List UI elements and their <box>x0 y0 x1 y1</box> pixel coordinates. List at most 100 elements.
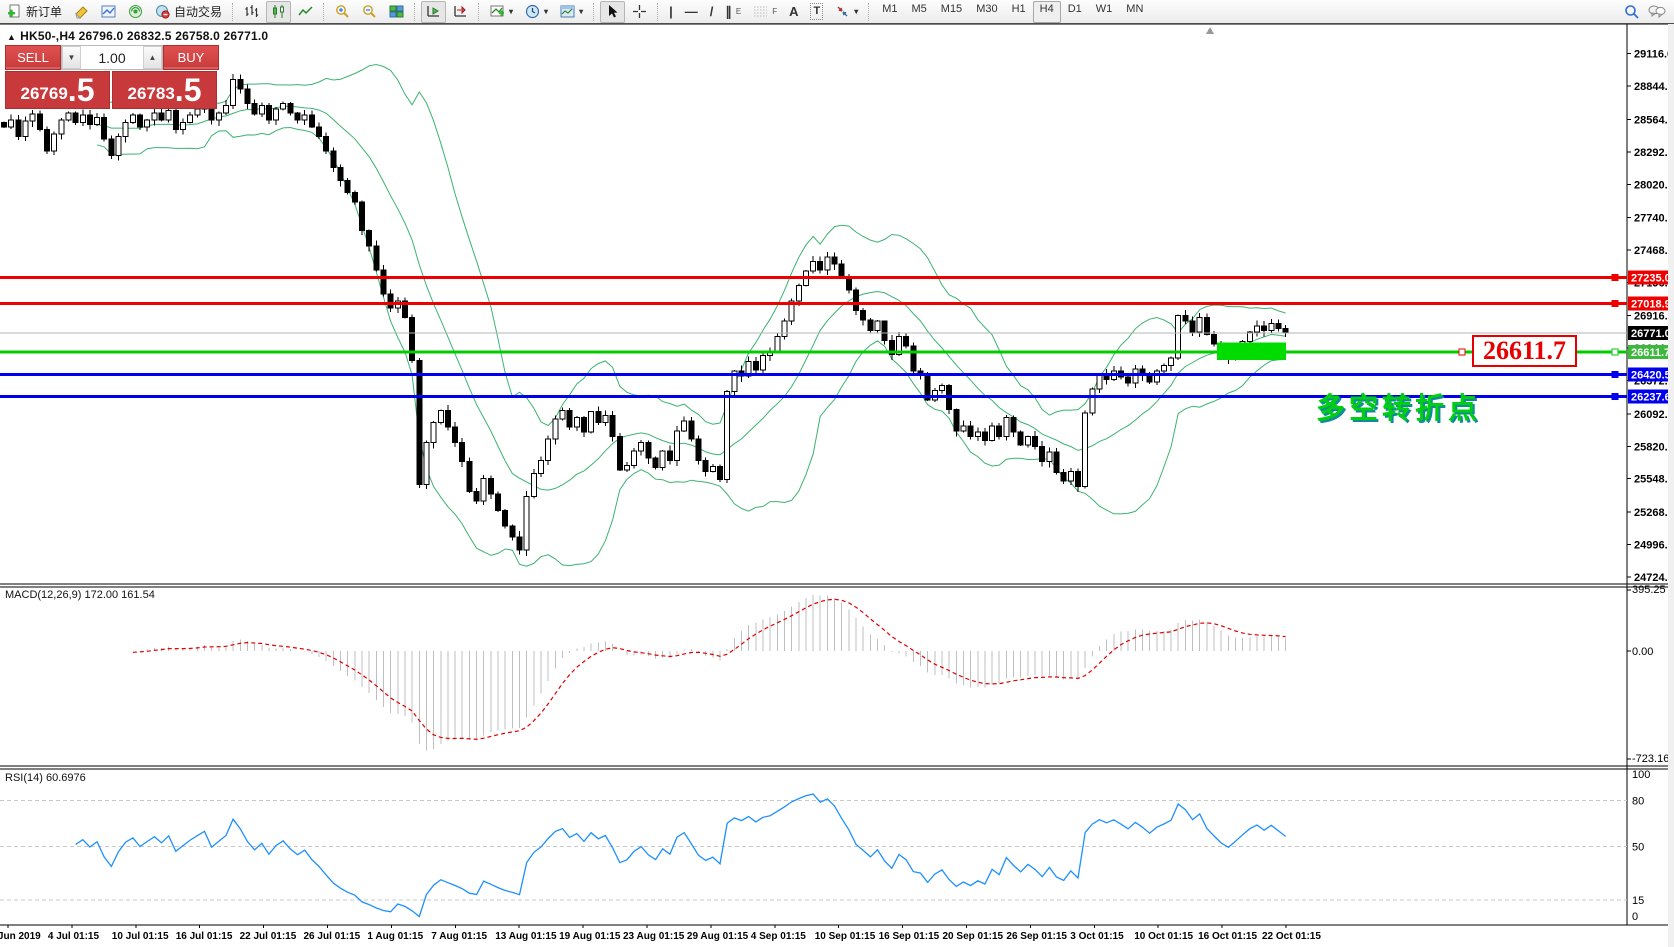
price-label-box[interactable]: 26611.7 <box>1472 335 1577 367</box>
candle <box>967 425 974 438</box>
new-order-button[interactable]: 新订单 <box>2 1 67 23</box>
toolbar: 新订单 自动交易 <box>0 0 1674 24</box>
green-rectangle-object[interactable] <box>1217 342 1286 360</box>
dropdown-arrow-icon: ▾ <box>544 7 549 16</box>
candle <box>401 300 408 319</box>
horizontal-line-button[interactable]: — <box>680 1 703 23</box>
search-icon[interactable] <box>1624 4 1640 20</box>
volume-input[interactable] <box>81 46 143 69</box>
timeframe-m15[interactable]: M15 <box>940 2 963 15</box>
candle <box>308 114 315 128</box>
sell-price-button[interactable]: 26769.5 <box>5 71 110 109</box>
fibonacci-button[interactable]: F <box>748 1 782 23</box>
candle <box>580 417 587 433</box>
line-handle[interactable] <box>1611 299 1619 307</box>
time-axis-label: 10 Sep 01:15 <box>815 931 876 942</box>
candle <box>144 119 151 128</box>
candle <box>1024 436 1031 446</box>
timeframe-m1[interactable]: M1 <box>882 2 898 15</box>
bollinger-band-up <box>97 63 1286 427</box>
candle <box>409 317 416 362</box>
line-handle[interactable] <box>1611 371 1619 379</box>
time-axis-label: 26 Jul 01:15 <box>304 931 361 942</box>
timeframe-mn[interactable]: MN <box>1126 2 1144 15</box>
candle <box>1053 451 1060 473</box>
time-axis-label: 26 Sep 01:15 <box>1006 931 1067 942</box>
zoom-in-icon <box>336 5 349 18</box>
trendline-button[interactable]: / <box>705 1 719 23</box>
crosshair-button[interactable] <box>627 1 652 23</box>
time-axis-label: 3 Oct 01:15 <box>1070 931 1124 942</box>
signals-icon <box>129 5 143 18</box>
tile-windows-button[interactable] <box>384 1 409 23</box>
line-chart-button[interactable] <box>293 1 318 23</box>
candle <box>1246 331 1253 342</box>
rsi-indicator-label: RSI(14) 60.6976 <box>5 772 86 784</box>
chart-shift-marker[interactable] <box>1206 27 1214 34</box>
candle <box>430 421 437 444</box>
equidistant-channel-button[interactable]: ∥ E <box>725 4 742 19</box>
timeframe-d1[interactable]: D1 <box>1067 2 1082 15</box>
candle <box>595 411 602 423</box>
collapse-panel-icon[interactable]: ▲ <box>7 32 17 42</box>
text-label-button[interactable]: T <box>805 1 828 23</box>
time-axis-label: 22 Jul 01:15 <box>240 931 297 942</box>
zoom-out-button[interactable] <box>357 1 382 23</box>
timeframe-w1[interactable]: W1 <box>1095 2 1113 15</box>
new-order-label: 新订单 <box>26 5 63 19</box>
candle <box>781 320 788 338</box>
annotation-text[interactable]: 多空转折点 <box>1316 393 1482 425</box>
periods-button[interactable]: ▾ <box>520 1 553 23</box>
candle <box>688 420 695 440</box>
text-button[interactable]: A <box>784 1 803 23</box>
signals-button[interactable] <box>123 1 148 23</box>
buy-price-button[interactable]: 26783.5 <box>112 71 217 109</box>
line-handle[interactable] <box>1611 274 1619 282</box>
line-handle[interactable] <box>1611 348 1619 356</box>
candle <box>51 133 58 152</box>
auto-trading-button[interactable]: 自动交易 <box>150 1 227 23</box>
candle <box>702 460 709 472</box>
line-handle[interactable] <box>1458 348 1466 356</box>
candle <box>552 418 559 440</box>
volume-decrease-button[interactable]: ▼ <box>62 46 81 69</box>
toolbar-separator <box>232 2 234 21</box>
sell-button[interactable]: SELL <box>5 45 61 70</box>
line-handle[interactable] <box>1611 393 1619 401</box>
timeframe-h1[interactable]: H1 <box>1011 2 1026 15</box>
chart-shift-button[interactable] <box>448 1 473 23</box>
candle <box>101 117 108 140</box>
candle <box>280 102 287 110</box>
candle <box>1203 317 1210 335</box>
indicators-button[interactable]: ▾ <box>485 1 518 23</box>
candle <box>337 167 344 182</box>
timeframe-m30[interactable]: M30 <box>976 2 998 15</box>
time-axis-label: 16 Sep 01:15 <box>879 931 940 942</box>
auto-scroll-button[interactable] <box>421 0 447 23</box>
candle <box>265 105 272 121</box>
auto-scroll-icon <box>427 6 440 17</box>
time-axis-label: 16 Jul 01:15 <box>176 931 233 942</box>
timeframe-group: M1 M5 M15 M30 H1 H4 D1 W1 MN <box>875 0 1150 23</box>
templates-button[interactable]: ▾ <box>555 1 588 23</box>
zoom-in-button[interactable] <box>330 1 355 23</box>
crosshair-icon <box>633 5 647 18</box>
buy-button[interactable]: BUY <box>163 45 219 70</box>
candlestick-chart-button[interactable] <box>266 0 292 23</box>
timeframe-m5[interactable]: M5 <box>911 2 927 15</box>
candle <box>1282 327 1289 334</box>
chart-profile-button[interactable] <box>96 1 121 23</box>
volume-increase-button[interactable]: ▲ <box>143 46 162 69</box>
timeframe-h4[interactable]: H4 <box>1032 0 1061 23</box>
chat-icon[interactable] <box>1648 4 1666 20</box>
vertical-line-button[interactable]: | <box>664 1 678 23</box>
candle <box>65 112 72 121</box>
cursor-button[interactable] <box>600 0 626 23</box>
channel-icon: ∥ <box>725 4 732 19</box>
arrows-button[interactable]: ▾ <box>830 1 863 23</box>
bar-chart-button[interactable] <box>239 1 264 23</box>
candle <box>609 414 616 438</box>
eraser-button[interactable] <box>69 1 94 23</box>
price-badge <box>1628 344 1674 359</box>
